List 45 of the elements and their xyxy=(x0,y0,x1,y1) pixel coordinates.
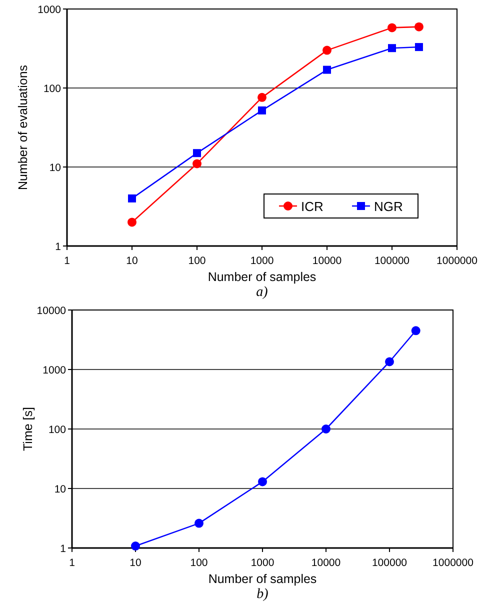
point xyxy=(322,46,332,55)
point xyxy=(192,159,202,168)
point xyxy=(323,66,331,74)
y-tick-label: 10000 xyxy=(36,305,66,317)
x-axis-title: Number of samples xyxy=(208,572,317,586)
text: b) xyxy=(256,587,269,602)
point xyxy=(258,477,267,486)
legend-label: ICR xyxy=(301,199,324,214)
point xyxy=(258,106,266,114)
x-tick-label: 100 xyxy=(188,255,206,267)
y-tick-label: 100 xyxy=(43,83,62,95)
legend-label: NGR xyxy=(374,199,403,214)
x-tick-label: 1 xyxy=(69,557,76,569)
point xyxy=(193,149,201,158)
x-tick-label: 1000 xyxy=(250,557,274,569)
x-axis-title: Number of samples xyxy=(208,270,316,284)
point xyxy=(194,518,204,528)
y-tick-label: 1000 xyxy=(42,364,66,376)
point xyxy=(258,92,266,102)
point xyxy=(388,44,396,52)
point xyxy=(128,218,136,227)
point xyxy=(388,23,396,32)
point xyxy=(128,194,136,202)
y-tick-label: 10 xyxy=(54,484,66,496)
point xyxy=(322,424,330,434)
x-tick-label: 1000000 xyxy=(432,557,474,569)
x-tick-label: 10 xyxy=(130,557,142,569)
y-axis-title: Number of evaluations xyxy=(16,64,30,190)
x-tick-label: 10 xyxy=(126,255,138,267)
y-tick-label: 1 xyxy=(60,543,66,555)
y-tick-label: 1000 xyxy=(38,4,62,16)
x-tick-label: 10000 xyxy=(311,557,341,569)
x-tick-label: 10000 xyxy=(312,255,342,267)
text: a) xyxy=(256,285,268,300)
x-tick-label: 100000 xyxy=(372,557,408,569)
x-tick-label: 100000 xyxy=(374,255,410,267)
y-tick-label: 10 xyxy=(49,162,62,174)
x-tick-label: 1000 xyxy=(250,255,274,267)
y-tick-label: 100 xyxy=(48,424,66,436)
point xyxy=(131,542,140,551)
y-axis-title: Time [s] xyxy=(21,407,35,451)
x-tick-label: 1000000 xyxy=(436,255,478,267)
y-tick-label: 1 xyxy=(55,241,62,253)
point xyxy=(385,357,394,366)
x-tick-label: 100 xyxy=(190,557,208,569)
